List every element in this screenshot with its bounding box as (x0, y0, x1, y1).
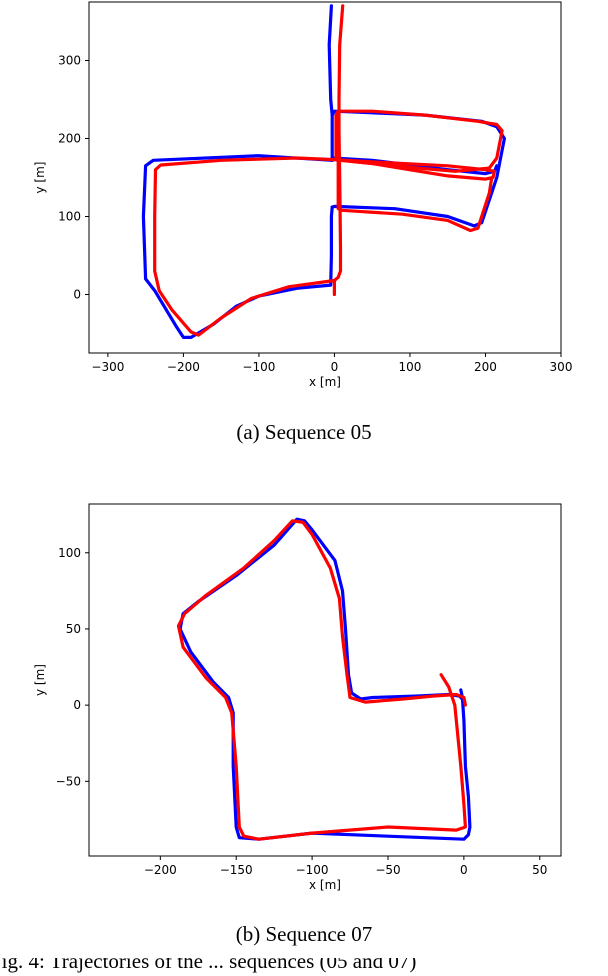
x-axis-label: x [m] (309, 878, 341, 892)
y-tick-label: 300 (58, 54, 81, 68)
trajectory-segment (336, 109, 494, 233)
trajectory-segment (327, 4, 334, 162)
x-tick-label: 0 (331, 360, 339, 374)
x-axis-label: x [m] (309, 375, 341, 389)
x-tick-label: 100 (399, 360, 422, 374)
y-tick-label: 0 (73, 698, 81, 712)
plot-frame (88, 503, 562, 857)
x-tick-label: 300 (550, 360, 573, 374)
trajectory-segment (332, 158, 497, 181)
trajectory-plot-07: −200 −150 −100 −50 0 50 −50 0 50 100 x [m] y [m] (33, 503, 562, 892)
plot-frame (88, 1, 562, 354)
x-tick-label: −50 (375, 863, 400, 877)
trajectory-segment (332, 109, 504, 173)
y-tick-label: 200 (58, 132, 81, 146)
x-tick-label: −100 (296, 863, 329, 877)
trajectory-plot-05: −300 −200 −100 0 100 200 300 0 100 200 300 x [m] y [… (33, 1, 573, 389)
trajectory-segment (178, 517, 472, 841)
x-tick-label: 200 (474, 360, 497, 374)
series-line-1 (176, 519, 467, 841)
y-tick-label: 50 (66, 622, 81, 636)
series-line-1 (153, 4, 504, 337)
caption-sequence-07: (b) Sequence 07 (235, 922, 373, 946)
x-tick-label: −100 (242, 360, 275, 374)
figure-sequence-05: −300 −200 −100 0 100 200 300 0 100 200 300 x [m] y [… (0, 0, 608, 460)
y-tick-label: 100 (58, 210, 81, 224)
x-tick-label: −150 (220, 863, 253, 877)
y-tick-label: 0 (73, 288, 81, 302)
x-tick-label: −200 (144, 863, 177, 877)
trajectory-segment (332, 4, 345, 297)
y-tick-label: −50 (56, 774, 81, 788)
y-tick-label: 100 (58, 546, 81, 560)
trajectory-segment (153, 156, 336, 337)
x-tick-label: −300 (91, 360, 124, 374)
trajectory-segment (176, 519, 467, 841)
figure-footer-caption: Fig. 4: Trajectories of the ... sequence… (0, 958, 417, 973)
y-axis-label: y [m] (33, 664, 47, 696)
x-tick-label: −200 (167, 360, 200, 374)
x-tick-label: 0 (460, 863, 468, 877)
caption-sequence-05: (a) Sequence 05 (236, 420, 372, 444)
series-line-0 (178, 517, 472, 841)
y-axis-label: y [m] (33, 162, 47, 194)
x-tick-label: 50 (532, 863, 547, 877)
figure-sequence-07: −200 −150 −100 −50 0 50 −50 0 50 100 x [m] y [m] (b… (0, 486, 608, 956)
